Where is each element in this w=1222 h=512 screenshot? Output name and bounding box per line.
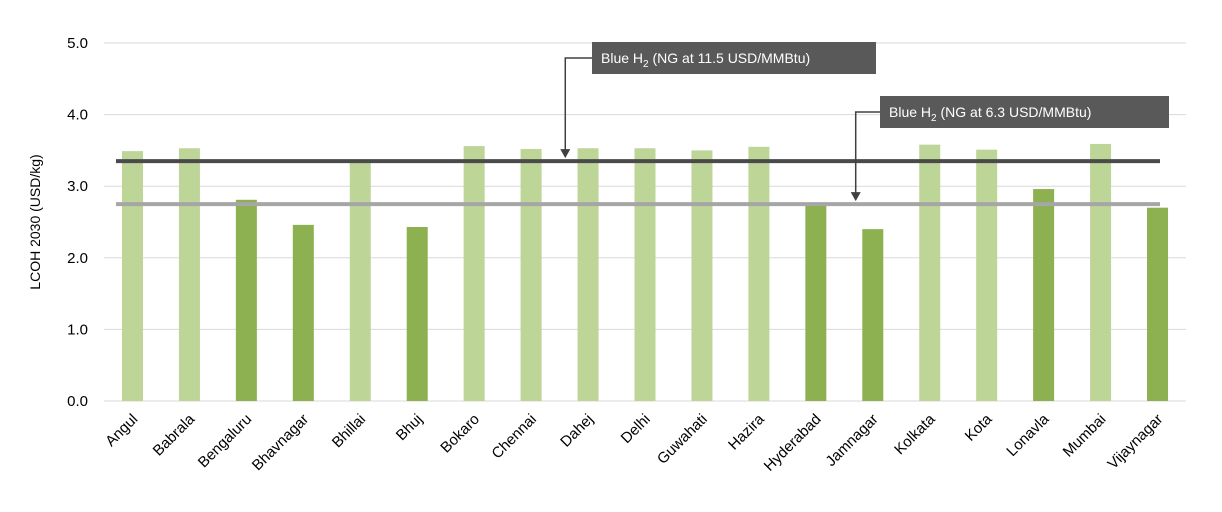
bar-bhavnagar	[292, 224, 314, 401]
bar-mumbai	[1090, 143, 1112, 401]
x-tick-label: Angul	[102, 411, 141, 450]
y-tick-label: 5.0	[67, 35, 88, 52]
x-tick-label: Delhi	[618, 411, 654, 447]
x-tick-label: Mumbai	[1060, 411, 1110, 461]
bar-bokaro	[463, 146, 485, 401]
bar-jamnagar	[862, 229, 884, 401]
y-axis-title: LCOH 2030 (USD/kg)	[27, 154, 43, 289]
callout-2: Blue H2 (NG at 6.3 USD/MMBtu)	[850, 96, 1169, 202]
y-axis-ticks: 0.0 1.0 2.0 3.0 4.0 5.0	[67, 35, 88, 410]
bar-hazira	[748, 146, 770, 401]
bars	[121, 143, 1169, 401]
x-tick-label: Bhillai	[329, 411, 369, 451]
callout-label-suffix: (NG at 6.3 USD/MMBtu)	[937, 104, 1092, 120]
reference-callouts: Blue H2 (NG at 11.5 USD/MMBtu)Blue H2 (N…	[560, 42, 1169, 202]
callout-box	[592, 42, 876, 74]
callout-arrow-line	[854, 111, 880, 194]
bar-lonavla	[1033, 189, 1055, 401]
bar-chennai	[520, 148, 542, 401]
bar-kolkata	[919, 144, 941, 401]
bar-dahej	[577, 148, 599, 401]
y-tick-label: 2.0	[67, 250, 88, 267]
x-tick-label: Bengaluru	[195, 411, 255, 471]
callout-label-prefix: Blue H	[601, 50, 643, 66]
x-tick-label: Hazira	[725, 410, 768, 453]
callout-box	[880, 96, 1169, 128]
bar-hyderabad	[805, 205, 827, 401]
x-tick-label: Lonavla	[1003, 410, 1053, 460]
bar-kota	[976, 149, 998, 401]
x-tick-label: Bhavnagar	[249, 411, 312, 474]
x-tick-label: Kota	[962, 410, 996, 444]
bar-bhillai	[349, 162, 371, 401]
callout-label-subscript: 2	[643, 59, 649, 70]
y-tick-label: 4.0	[67, 107, 88, 124]
callout-arrow-head	[560, 149, 571, 159]
x-tick-label: Kolkata	[891, 410, 939, 458]
callout-label-suffix: (NG at 11.5 USD/MMBtu)	[649, 50, 811, 66]
bar-bengaluru	[235, 199, 257, 401]
callout-label: Blue H2 (NG at 6.3 USD/MMBtu)	[889, 104, 1091, 124]
x-tick-label: Babrala	[150, 410, 199, 459]
reference-lines	[116, 159, 1160, 207]
bar-guwahati	[691, 150, 713, 401]
callout-arrow-head	[850, 192, 861, 202]
callout-label: Blue H2 (NG at 11.5 USD/MMBtu)	[601, 50, 810, 70]
y-tick-label: 3.0	[67, 178, 88, 195]
bar-delhi	[634, 148, 656, 401]
x-tick-label: Vijaynagar	[1104, 411, 1166, 473]
callout-label-prefix: Blue H	[889, 104, 931, 120]
x-tick-label: Bokaro	[437, 411, 483, 457]
x-tick-label: Dahej	[557, 411, 597, 451]
bar-bhuj	[406, 227, 428, 401]
x-tick-label: Bhuj	[393, 411, 426, 444]
bar-babrala	[178, 148, 200, 401]
bar-angul	[121, 151, 143, 401]
x-tick-label: Jamnagar	[822, 411, 881, 470]
callout-1: Blue H2 (NG at 11.5 USD/MMBtu)	[560, 42, 876, 159]
callout-arrow-line	[564, 57, 592, 151]
bar-vijaynagar	[1147, 207, 1169, 401]
callout-label-subscript: 2	[931, 113, 937, 124]
y-tick-label: 1.0	[67, 321, 88, 338]
y-tick-label: 0.0	[67, 393, 88, 410]
x-tick-label: Hyderabad	[761, 411, 825, 475]
x-tick-label: Chennai	[488, 411, 540, 463]
x-tick-label: Guwahati	[654, 411, 711, 468]
